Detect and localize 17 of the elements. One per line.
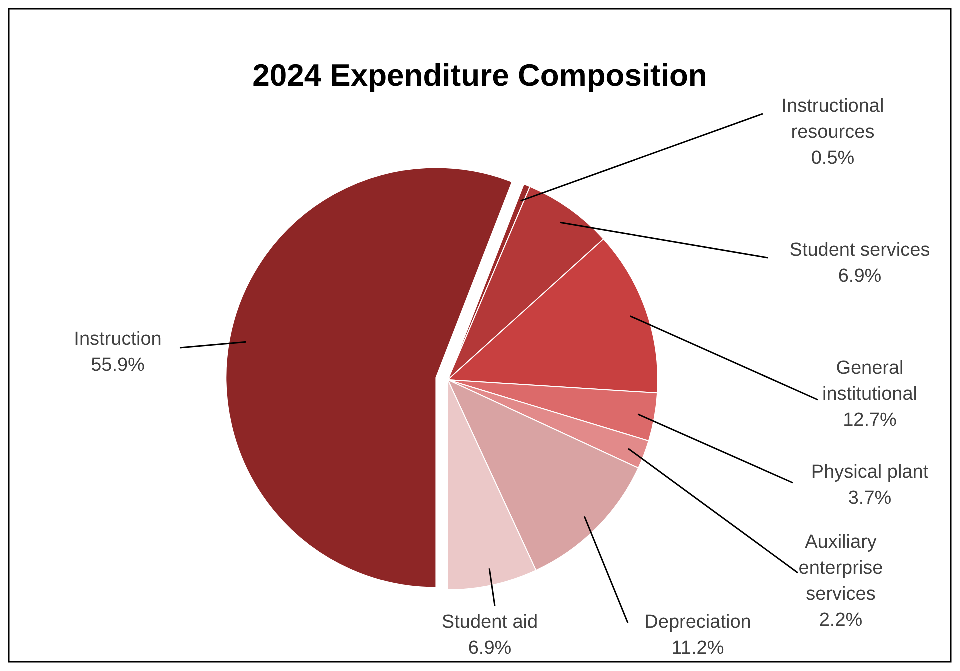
- data-label: 6.9%: [468, 638, 512, 659]
- slice-label: Instructional resources: [782, 96, 884, 143]
- data-label: 2.2%: [819, 610, 863, 631]
- data-label: 3.7%: [848, 488, 892, 509]
- data-label: 0.5%: [811, 148, 855, 169]
- slice-label: Student aid: [442, 612, 538, 633]
- slice-label: General institutional: [822, 358, 918, 405]
- slice-label: Auxiliary enterprise services: [798, 532, 884, 605]
- slice-label: Instruction: [74, 329, 162, 350]
- slice-label: Student services: [790, 240, 930, 261]
- data-label: 55.9%: [91, 355, 146, 376]
- slice-label: Physical plant: [811, 462, 930, 483]
- chart-title: 2024 Expenditure Composition: [252, 58, 708, 93]
- data-label: 11.2%: [672, 638, 724, 659]
- data-label: 6.9%: [838, 266, 882, 287]
- slice-label: Depreciation: [644, 612, 752, 633]
- data-label: 12.7%: [843, 410, 898, 431]
